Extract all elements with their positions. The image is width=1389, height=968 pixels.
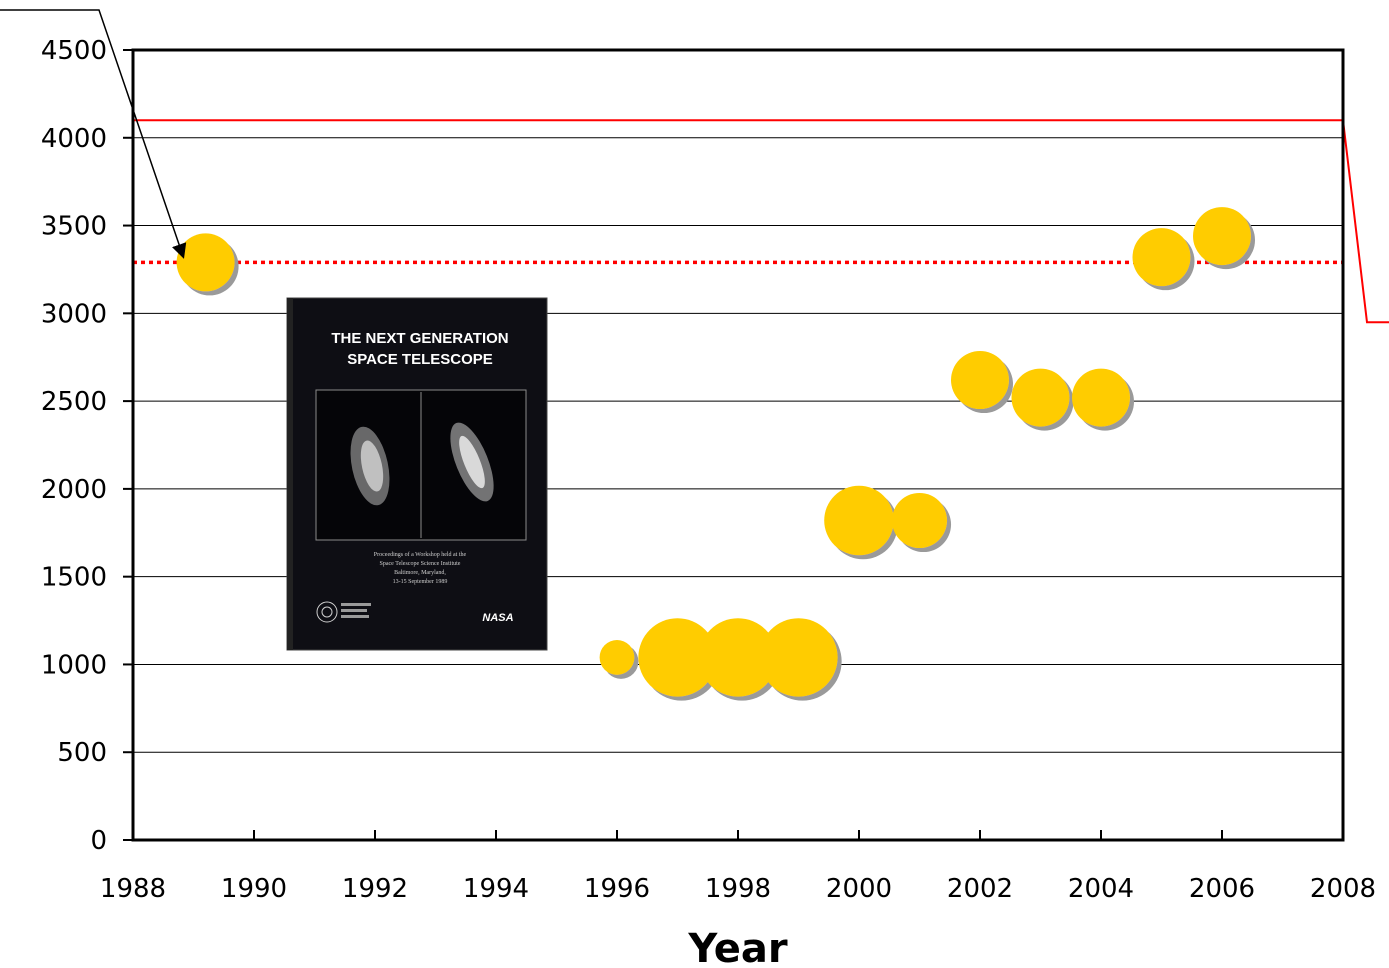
bubble-10 [1132,228,1191,287]
galaxy-left [350,426,390,506]
x-tick-label-2000: 2000 [826,874,892,904]
cover-caption-2: Space Telescope Science Institute [380,561,461,567]
y-axis-ticks: 0 500 1000 1500 2000 2500 3000 3500 4000 4500 [41,36,133,856]
x-tick-label-1988: 1988 [100,874,166,904]
bubble-0 [176,233,235,292]
y-tick-label-0: 0 [90,826,107,856]
bubble-7 [951,351,1009,410]
nasa-logo: NASA [482,612,513,624]
x-tick-label-1998: 1998 [705,874,771,904]
y-tick-label-3500: 3500 [41,212,107,242]
bubble-5 [824,485,894,556]
x-axis-ticks: 1988 1990 1992 1994 1996 1998 2000 2002 2004 2006… [100,830,1376,904]
cover-caption-1: Proceedings of a Workshop held at the [374,551,467,558]
callout-arrow [0,9,187,259]
cover-title-line1: THE NEXT GENERATION [331,330,508,347]
galaxy-right [450,422,494,502]
x-tick-label-1994: 1994 [463,874,529,904]
book-cover-image: THE NEXT GENERATION SPACE TELESCOPE Proc… [286,297,548,651]
x-tick-label-2004: 2004 [1068,874,1134,904]
cover-caption-3: Baltimore, Maryland, [394,570,446,576]
bubble-11 [1193,207,1251,266]
stsci-seal [316,601,371,623]
bubbles [176,207,1251,697]
bubble-4 [759,618,838,697]
y-tick-label-4000: 4000 [41,124,107,154]
bubble-9 [1072,368,1130,427]
y-tick-label-500: 500 [57,738,107,768]
x-tick-label-2008: 2008 [1310,874,1376,904]
y-tick-label-1500: 1500 [41,563,107,593]
x-tick-label-1992: 1992 [342,874,408,904]
y-tick-label-4500: 4500 [41,36,107,66]
bubble-6 [891,492,948,549]
x-tick-label-1996: 1996 [584,874,650,904]
y-tick-label-3000: 3000 [41,299,107,329]
cover-title-line2: SPACE TELESCOPE [347,351,493,368]
reference-line-solid [133,119,1389,324]
x-tick-label-1990: 1990 [221,874,287,904]
x-tick-label-2002: 2002 [947,874,1013,904]
x-tick-label-2006: 2006 [1189,874,1255,904]
bubble-1 [599,640,635,675]
bubble-3 [698,618,778,697]
cover-caption-4: 13-15 September 1989 [393,579,448,585]
bubble-2 [638,618,717,697]
y-tick-label-2500: 2500 [41,387,107,417]
y-tick-label-1000: 1000 [41,650,107,680]
y-tick-label-2000: 2000 [41,475,107,505]
x-axis-title: Year [687,926,787,968]
bubble-8 [1011,368,1070,427]
